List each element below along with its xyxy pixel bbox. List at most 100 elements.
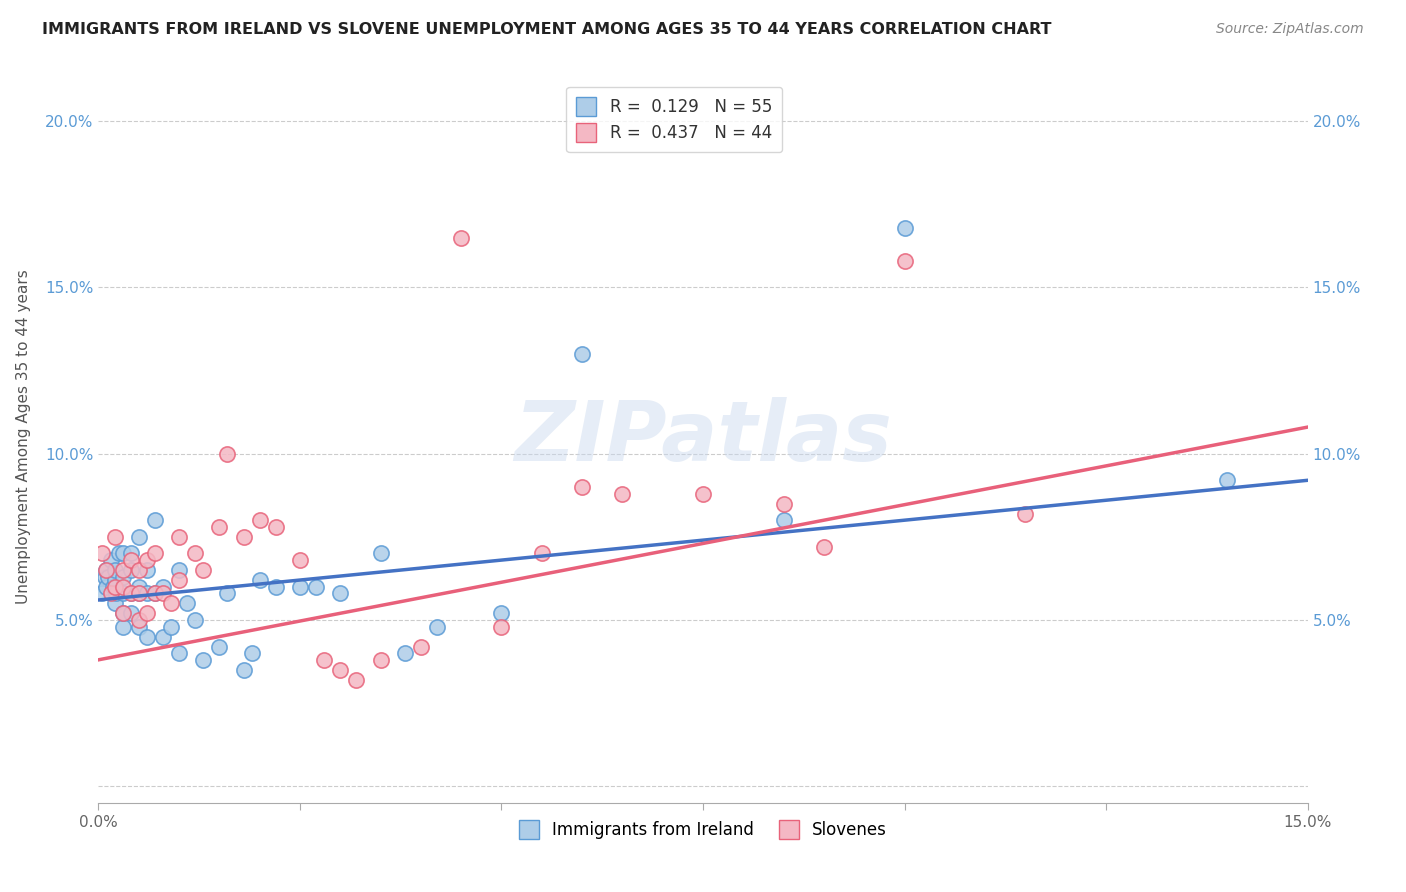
Point xyxy=(128,586,150,600)
Point xyxy=(1014,507,1036,521)
Point xyxy=(329,586,352,600)
Point xyxy=(103,580,125,594)
Point xyxy=(135,586,157,600)
Point xyxy=(772,497,794,511)
Point xyxy=(370,546,392,560)
Point xyxy=(96,563,118,577)
Point xyxy=(208,520,231,534)
Point xyxy=(135,563,157,577)
Point xyxy=(143,513,166,527)
Point xyxy=(120,586,142,600)
Point xyxy=(91,546,114,560)
Point xyxy=(288,580,311,594)
Point xyxy=(128,586,150,600)
Point xyxy=(264,520,287,534)
Text: IMMIGRANTS FROM IRELAND VS SLOVENE UNEMPLOYMENT AMONG AGES 35 TO 44 YEARS CORREL: IMMIGRANTS FROM IRELAND VS SLOVENE UNEMP… xyxy=(42,22,1052,37)
Point xyxy=(100,586,122,600)
Text: ZIPatlas: ZIPatlas xyxy=(515,397,891,477)
Point xyxy=(240,646,263,660)
Point xyxy=(232,530,254,544)
Point xyxy=(571,480,593,494)
Point xyxy=(101,580,124,594)
Point xyxy=(491,607,513,621)
Point xyxy=(893,220,915,235)
Point xyxy=(103,573,125,587)
Point xyxy=(160,596,183,610)
Point xyxy=(167,530,190,544)
Point xyxy=(120,563,142,577)
Point xyxy=(772,513,794,527)
Point xyxy=(135,630,157,644)
Point xyxy=(314,653,336,667)
Point xyxy=(111,619,134,633)
Point xyxy=(152,580,174,594)
Point xyxy=(96,580,118,594)
Point xyxy=(394,646,416,660)
Point xyxy=(167,646,190,660)
Point xyxy=(103,596,125,610)
Text: Source: ZipAtlas.com: Source: ZipAtlas.com xyxy=(1216,22,1364,37)
Point xyxy=(167,573,190,587)
Point xyxy=(152,586,174,600)
Point xyxy=(100,553,122,567)
Point xyxy=(97,570,120,584)
Point xyxy=(143,546,166,560)
Point xyxy=(217,586,239,600)
Point xyxy=(120,586,142,600)
Point xyxy=(111,570,134,584)
Point xyxy=(426,619,449,633)
Point xyxy=(128,619,150,633)
Point xyxy=(184,613,207,627)
Point xyxy=(193,563,215,577)
Point xyxy=(217,447,239,461)
Point xyxy=(94,570,117,584)
Point xyxy=(120,546,142,560)
Point xyxy=(160,619,183,633)
Point xyxy=(692,486,714,500)
Point xyxy=(128,530,150,544)
Point xyxy=(103,563,125,577)
Point xyxy=(409,640,432,654)
Point xyxy=(135,607,157,621)
Point xyxy=(143,586,166,600)
Point xyxy=(329,663,352,677)
Point xyxy=(143,586,166,600)
Point xyxy=(249,513,271,527)
Point xyxy=(135,553,157,567)
Point xyxy=(120,553,142,567)
Point xyxy=(288,553,311,567)
Point xyxy=(111,586,134,600)
Point xyxy=(893,253,915,268)
Point xyxy=(105,586,128,600)
Point xyxy=(111,580,134,594)
Legend: Immigrants from Ireland, Slovenes: Immigrants from Ireland, Slovenes xyxy=(512,814,894,846)
Point xyxy=(344,673,367,687)
Point xyxy=(91,586,114,600)
Point xyxy=(111,607,134,621)
Point xyxy=(232,663,254,677)
Point xyxy=(120,607,142,621)
Point xyxy=(111,546,134,560)
Point xyxy=(111,563,134,577)
Point xyxy=(128,580,150,594)
Point xyxy=(208,640,231,654)
Y-axis label: Unemployment Among Ages 35 to 44 years: Unemployment Among Ages 35 to 44 years xyxy=(17,269,31,605)
Point xyxy=(128,563,150,577)
Point xyxy=(530,546,553,560)
Point xyxy=(111,607,134,621)
Point xyxy=(305,580,328,594)
Point xyxy=(184,546,207,560)
Point xyxy=(612,486,634,500)
Point xyxy=(264,580,287,594)
Point xyxy=(107,546,129,560)
Point xyxy=(1216,473,1239,487)
Point xyxy=(167,563,190,577)
Point xyxy=(193,653,215,667)
Point xyxy=(491,619,513,633)
Point xyxy=(571,347,593,361)
Point xyxy=(450,230,472,244)
Point xyxy=(813,540,835,554)
Point xyxy=(249,573,271,587)
Point xyxy=(152,630,174,644)
Point xyxy=(370,653,392,667)
